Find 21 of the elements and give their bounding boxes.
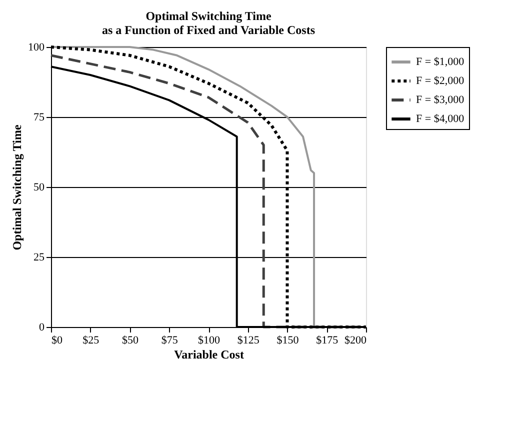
x-tick-label: $150: [276, 334, 300, 346]
y-tick-label: 100: [28, 42, 45, 54]
y-axis-title: Optimal Switching Time: [10, 124, 24, 250]
x-tick-label: $125: [237, 334, 260, 346]
x-tick-label: $50: [122, 334, 139, 346]
x-axis-title: Variable Cost: [174, 348, 244, 362]
x-tick-label: $100: [198, 334, 220, 346]
y-tick-label: 25: [34, 252, 45, 264]
x-tick-label: $25: [82, 334, 100, 346]
y-tick-label: 75: [34, 112, 45, 124]
legend-label: F = $1,000: [416, 56, 465, 68]
legend-label: F = $3,000: [416, 94, 465, 106]
chart-title: Optimal Switching Time as a Function of Fixed and Variable Costs: [102, 9, 316, 37]
x-tick-label: $75: [161, 334, 178, 346]
y-tick-label: 0: [39, 322, 45, 334]
legend-label: F = $4,000: [416, 113, 465, 125]
x-tick-label: $0: [52, 334, 63, 346]
y-tick-label: 50: [34, 182, 45, 194]
x-tick-label: $200: [344, 334, 367, 346]
x-tick-label: $175: [316, 334, 339, 346]
legend-label: F = $2,000: [416, 75, 465, 87]
